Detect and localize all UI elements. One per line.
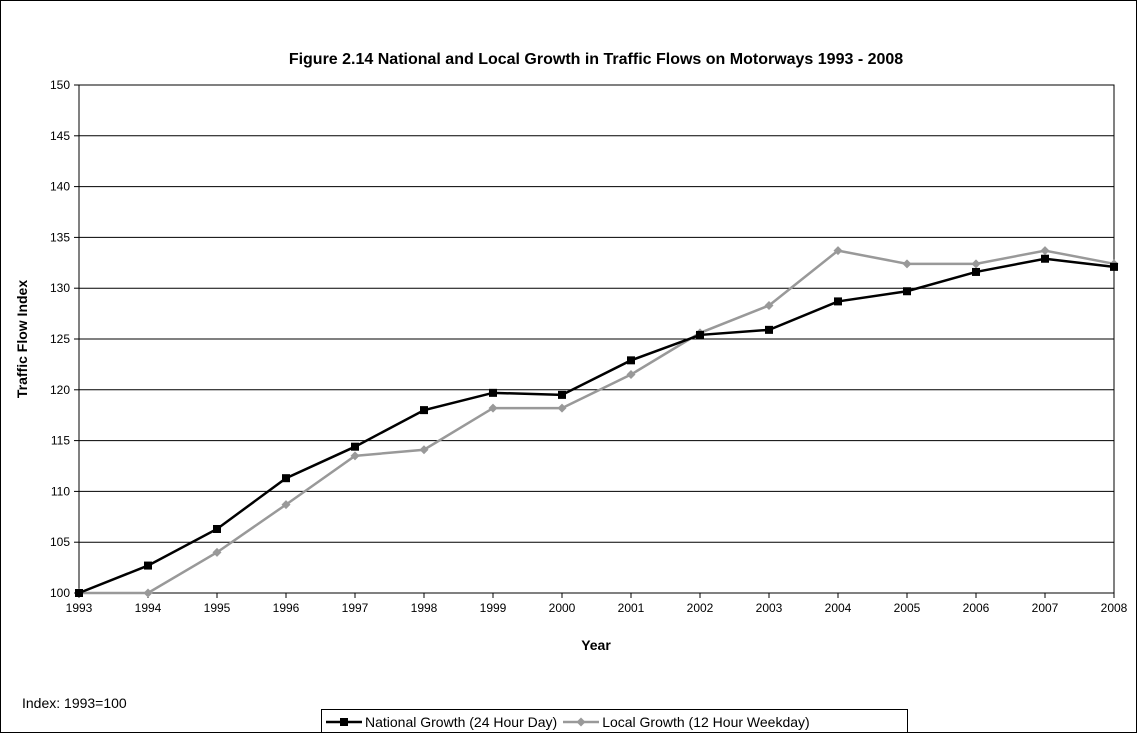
series-local — [74, 246, 1119, 598]
data-point — [420, 406, 428, 415]
y-tick-label: 105 — [50, 535, 70, 549]
data-point — [419, 445, 429, 455]
data-point — [1040, 246, 1050, 256]
series-line — [79, 249, 1115, 595]
data-point — [764, 300, 774, 310]
data-point — [765, 325, 773, 334]
x-tick-label: 2006 — [963, 601, 990, 615]
data-point — [833, 246, 843, 256]
y-axis-ticks: 100 105 110 115 120 125 130 135 140 145 150 — [50, 78, 79, 600]
x-tick-label: 1998 — [411, 601, 438, 615]
diamond-marker-icon — [563, 717, 600, 726]
x-axis-ticks: 1993 1994 1995 1996 1997 1998 1999 2000 2001 2002… — [66, 593, 1128, 615]
x-tick-label: 1999 — [480, 601, 507, 615]
data-point — [75, 589, 83, 597]
square-marker-icon — [326, 717, 362, 726]
data-point — [971, 259, 981, 269]
y-tick-label: 110 — [51, 484, 70, 498]
x-tick-label: 1995 — [204, 601, 231, 615]
x-tick-label: 1994 — [135, 601, 162, 615]
y-tick-label: 135 — [50, 230, 70, 244]
x-tick-label: 2008 — [1101, 601, 1128, 615]
y-tick-label: 125 — [50, 332, 70, 346]
data-point — [902, 259, 912, 269]
x-tick-label: 2002 — [687, 601, 714, 615]
index-note: Index: 1993=100 — [22, 695, 127, 711]
data-point — [903, 287, 911, 296]
chart-title: Figure 2.14 National and Local Growth in… — [289, 51, 903, 68]
plot-area — [78, 84, 1115, 594]
data-point — [834, 297, 842, 306]
legend-item-national: National Growth (24 Hour Day) — [326, 714, 557, 730]
data-point — [1041, 254, 1049, 263]
legend-item-local: Local Growth (12 Hour Weekday) — [563, 714, 810, 730]
y-tick-label: 120 — [50, 383, 70, 397]
data-point — [627, 356, 635, 365]
data-point — [282, 474, 290, 483]
y-tick-label: 100 — [50, 586, 70, 600]
y-tick-label: 145 — [50, 129, 70, 143]
series-line — [78, 257, 1115, 595]
series-national — [75, 254, 1118, 597]
legend-label-national: National Growth (24 Hour Day) — [365, 713, 558, 730]
y-tick-label: 150 — [50, 78, 70, 92]
x-tick-label: 2007 — [1032, 601, 1059, 615]
x-tick-label: 2005 — [894, 601, 921, 615]
x-tick-label: 1996 — [273, 601, 300, 615]
data-point — [489, 388, 497, 397]
data-point — [972, 267, 980, 276]
series-layer — [74, 246, 1119, 598]
data-point — [1110, 262, 1118, 271]
data-point — [144, 561, 152, 570]
data-point — [212, 547, 222, 557]
data-point — [281, 500, 291, 510]
data-point — [557, 403, 567, 413]
data-point — [351, 442, 359, 451]
data-point — [558, 390, 566, 399]
data-point — [696, 330, 704, 339]
y-tick-label: 140 — [50, 180, 70, 194]
data-point — [350, 451, 360, 461]
legend-label-local: Local Growth (12 Hour Weekday) — [602, 713, 810, 730]
x-tick-label: 1997 — [342, 601, 369, 615]
legend: National Growth (24 Hour Day) Local Grow… — [321, 709, 908, 733]
y-axis-title: Traffic Flow Index — [14, 280, 30, 398]
x-tick-label: 2004 — [825, 601, 852, 615]
x-tick-label: 2001 — [618, 601, 645, 615]
y-tick-label: 130 — [50, 281, 70, 295]
x-tick-label: 2000 — [549, 601, 576, 615]
data-point — [143, 588, 153, 598]
x-axis-title: Year — [581, 637, 611, 653]
data-point — [213, 524, 221, 533]
y-tick-label: 115 — [51, 434, 70, 448]
x-tick-label: 2003 — [756, 601, 783, 615]
data-point — [488, 403, 498, 413]
x-tick-label: 1993 — [66, 601, 93, 615]
data-point — [626, 370, 636, 380]
